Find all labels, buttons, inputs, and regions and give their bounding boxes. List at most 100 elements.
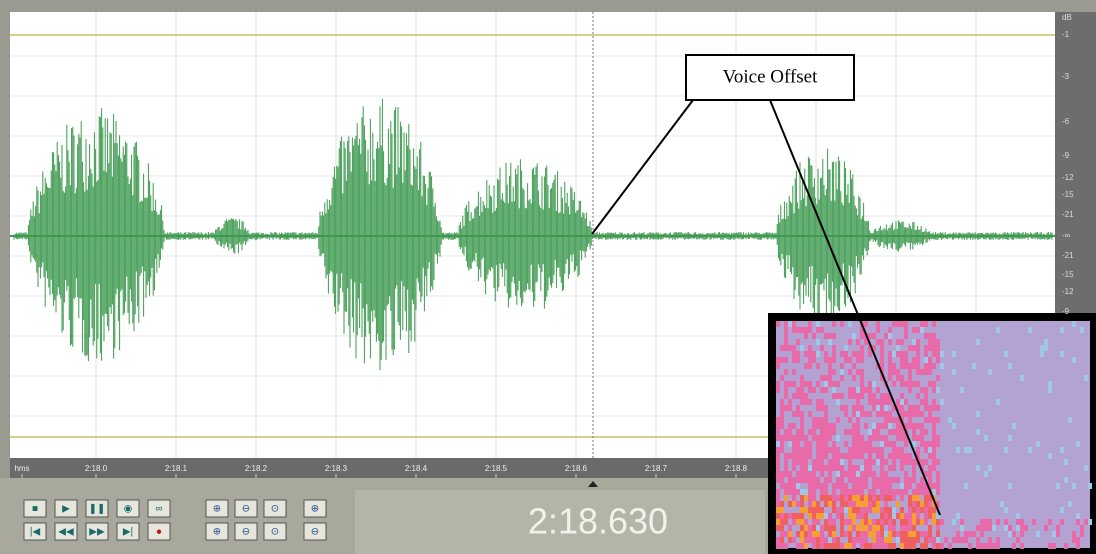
- spectrogram-cell: [796, 519, 800, 525]
- spectrogram-cell: [912, 405, 916, 411]
- spectrogram-cell: [1028, 447, 1032, 453]
- spectrogram-cell: [904, 435, 908, 441]
- button[interactable]: [23, 499, 47, 518]
- spectrogram-cell: [932, 387, 936, 393]
- spectrogram-cell: [780, 417, 784, 423]
- button[interactable]: [234, 522, 258, 541]
- time-ruler-label: 2:18.3: [325, 464, 348, 473]
- button[interactable]: [263, 499, 287, 518]
- spectrogram-cell: [900, 393, 904, 399]
- spectrogram-cell: [824, 441, 828, 447]
- spectrogram-cell: [916, 489, 920, 495]
- spectrogram-cell: [936, 435, 940, 441]
- spectrogram-cell: [788, 423, 792, 429]
- spectrogram-cell: [820, 453, 824, 459]
- button[interactable]: [205, 499, 229, 518]
- spectrogram-cell: [880, 459, 884, 465]
- spectrogram-cell: [860, 489, 864, 495]
- spectrogram-cell: [872, 399, 876, 405]
- spectrogram-cell: [892, 519, 896, 525]
- button[interactable]: [85, 522, 109, 541]
- button[interactable]: [234, 499, 258, 518]
- spectrogram-cell: [820, 345, 824, 351]
- spectrogram-cell: [860, 381, 864, 387]
- button[interactable]: [205, 522, 229, 541]
- button[interactable]: [147, 499, 171, 518]
- spectrogram-cell: [864, 501, 868, 507]
- spectrogram-cell: [776, 495, 780, 501]
- button[interactable]: [116, 499, 140, 518]
- spectrogram-cell: [852, 405, 856, 411]
- spectrogram-cell: [812, 537, 816, 543]
- spectrogram-cell: [788, 471, 792, 477]
- spectrogram-cell: [828, 447, 832, 453]
- spectrogram-cell: [796, 459, 800, 465]
- spectrogram-cell: [932, 339, 936, 345]
- spectrogram-cell: [912, 423, 916, 429]
- spectrogram-cell: [840, 321, 844, 327]
- spectrogram-cell: [796, 393, 800, 399]
- spectrogram-cell: [812, 429, 816, 435]
- spectrogram-cell: [932, 399, 936, 405]
- spectrogram-cell: [864, 519, 868, 525]
- button[interactable]: [54, 522, 78, 541]
- spectrogram-cell: [880, 471, 884, 477]
- spectrogram-cell: [816, 399, 820, 405]
- spectrogram-cell: [936, 537, 940, 543]
- spectrogram-cell: [924, 513, 928, 519]
- spectrogram-cell: [928, 513, 932, 519]
- button[interactable]: [263, 522, 287, 541]
- spectrogram-cell: [780, 483, 784, 489]
- spectrogram-cell: [1028, 327, 1032, 333]
- spectrogram-cell: [872, 345, 876, 351]
- spectrogram-cell: [792, 465, 796, 471]
- spectrogram-cell: [804, 525, 808, 531]
- spectrogram-cell: [940, 363, 944, 369]
- spectrogram-cell: [776, 357, 780, 363]
- button[interactable]: [303, 499, 327, 518]
- spectrogram-cell: [776, 447, 780, 453]
- spectrogram-cell: [840, 489, 844, 495]
- spectrogram-cell: [1072, 321, 1076, 327]
- spectrogram-cell: [884, 471, 888, 477]
- spectrogram-cell: [932, 543, 936, 549]
- spectrogram-cell: [888, 393, 892, 399]
- spectrogram-cell: [780, 477, 784, 483]
- button[interactable]: [116, 522, 140, 541]
- button[interactable]: [303, 522, 327, 541]
- spectrogram-cell: [824, 423, 828, 429]
- spectrogram-cell: [780, 543, 784, 549]
- button[interactable]: [23, 522, 47, 541]
- spectrogram-cell: [892, 453, 896, 459]
- spectrogram-cell: [808, 477, 812, 483]
- spectrogram-cell: [992, 543, 996, 549]
- spectrogram-cell: [896, 345, 900, 351]
- spectrogram-cell: [936, 519, 940, 525]
- spectrogram-cell: [856, 507, 860, 513]
- button[interactable]: [54, 499, 78, 518]
- button[interactable]: [147, 522, 171, 541]
- spectrogram-cell: [880, 531, 884, 537]
- spectrogram-cell: [952, 537, 956, 543]
- spectrogram-cell: [928, 501, 932, 507]
- spectrogram-cell: [880, 363, 884, 369]
- spectrogram-cell: [784, 381, 788, 387]
- spectrogram-cell: [852, 471, 856, 477]
- spectrogram-cell: [872, 525, 876, 531]
- spectrogram-cell: [800, 501, 804, 507]
- spectrogram-cell: [804, 519, 808, 525]
- spectrogram-cell: [788, 345, 792, 351]
- spectrogram-cell: [924, 351, 928, 357]
- db-ruler-label: -∞: [1062, 231, 1071, 240]
- callout-label: Voice Offset: [723, 66, 819, 87]
- spectrogram-cell: [828, 543, 832, 549]
- spectrogram-cell: [1056, 525, 1060, 531]
- spectrogram-cell: [848, 369, 852, 375]
- button[interactable]: [85, 499, 109, 518]
- spectrogram-cell: [856, 465, 860, 471]
- spectrogram-cell: [876, 405, 880, 411]
- spectrogram-cell: [1072, 537, 1076, 543]
- spectrogram-cell: [924, 495, 928, 501]
- spectrogram-cell: [844, 345, 848, 351]
